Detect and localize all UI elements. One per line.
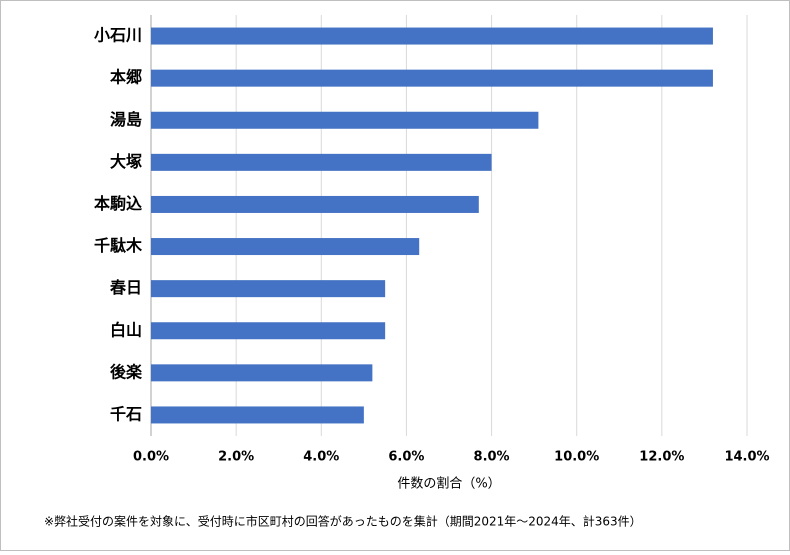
bar [151,69,713,87]
bar [151,238,420,256]
y-tick-label: 小石川 [94,26,142,45]
bar [151,364,373,382]
x-tick-label: 10.0% [554,450,599,465]
bar [151,322,386,340]
x-tick-label: 0.0% [133,450,169,465]
x-tick-label: 12.0% [639,450,684,465]
y-tick-label: 後楽 [110,362,143,381]
bar [151,406,364,424]
footnote: ※弊社受付の案件を対象に、受付時に市区町村の回答があったものを集計（期間2021… [44,514,642,529]
bar [151,111,539,129]
x-tick-label: 8.0% [474,450,510,465]
bar [151,280,386,298]
bar [151,153,492,171]
bar [151,195,479,213]
y-tick-label: 本郷 [110,68,142,87]
y-tick-label: 大塚 [110,152,142,171]
y-tick-label: 白山 [110,320,142,339]
bar [151,27,713,45]
y-tick-label: 湯島 [110,110,142,129]
y-tick-label: 春日 [109,278,142,297]
y-tick-label: 千石 [110,404,142,423]
x-tick-label: 2.0% [218,450,254,465]
x-tick-label: 14.0% [724,450,769,465]
y-tick-label: 千駄木 [94,236,143,255]
x-axis-label: 件数の割合（%） [397,476,500,492]
y-tick-label: 本駒込 [94,194,142,213]
x-tick-label: 6.0% [388,450,424,465]
x-tick-label: 4.0% [303,450,339,465]
